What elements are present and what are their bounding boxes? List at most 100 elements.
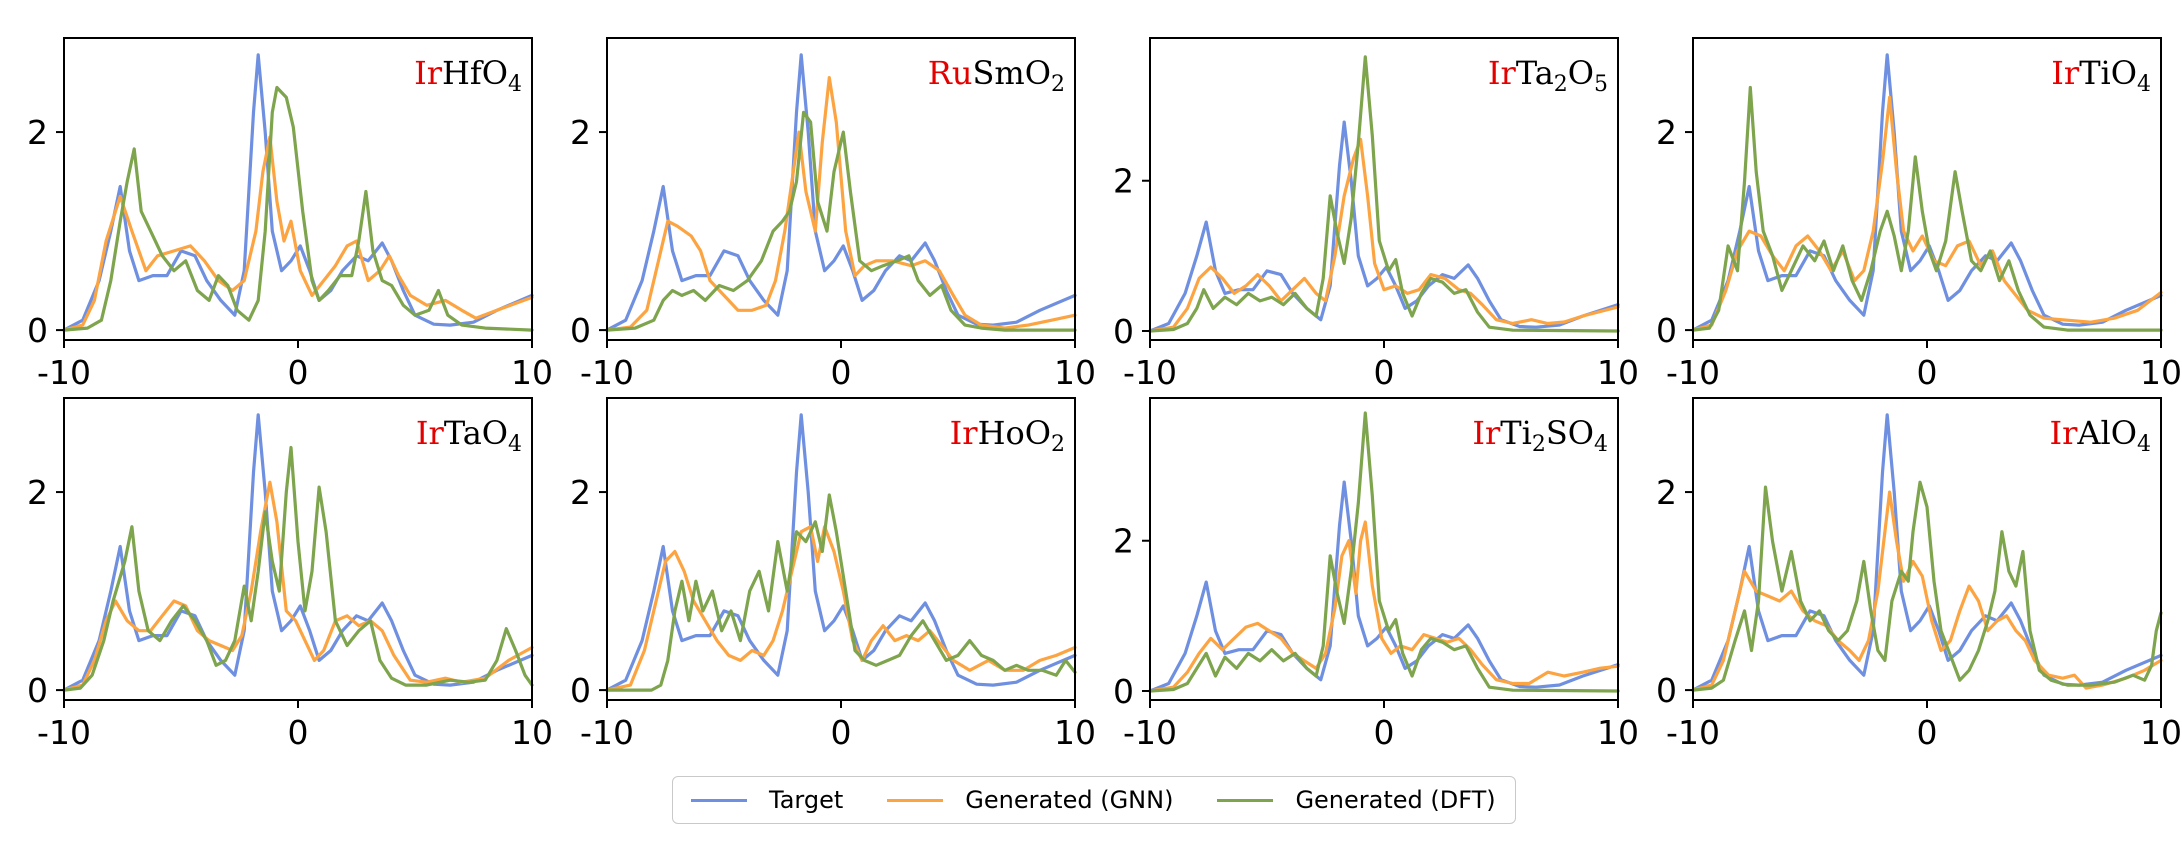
title-element-red: Ir — [2049, 414, 2078, 452]
y-tick-label: 2 — [570, 113, 591, 152]
series-line-dft — [62, 445, 534, 692]
series-line-target — [1148, 480, 1620, 693]
series-line-gnn — [1148, 520, 1620, 693]
legend-line-gnn — [887, 798, 944, 802]
series-line-target — [62, 53, 534, 332]
title-text: HoO — [978, 414, 1051, 452]
x-tick-label: 0 — [1917, 713, 1938, 752]
x-tick-label: 10 — [511, 713, 553, 752]
title-text: Ta — [1516, 54, 1554, 92]
title-text: TaO — [444, 414, 508, 452]
y-tick-label: 2 — [27, 113, 48, 152]
y-tick-label: 2 — [27, 473, 48, 512]
title-subscript: 4 — [508, 72, 522, 97]
title-subscript: 2 — [1051, 72, 1065, 97]
x-tick-label: 0 — [1917, 353, 1938, 392]
title-text: TiO — [2079, 54, 2137, 92]
legend-item-dft: Generated (DFT) — [1217, 786, 1496, 814]
series-line-dft — [605, 493, 1077, 692]
y-tick-label: 0 — [570, 311, 591, 350]
title-element-red: Ir — [416, 414, 445, 452]
series-line-dft — [1691, 480, 2163, 692]
series-line-gnn — [1148, 137, 1620, 333]
series-line-dft — [1148, 55, 1620, 333]
title-element-red: Ir — [1472, 414, 1501, 452]
y-tick-label: 0 — [1113, 672, 1134, 711]
title-subscript: 4 — [2137, 72, 2151, 97]
y-tick-label: 2 — [1113, 162, 1134, 201]
series-line-gnn — [605, 76, 1077, 332]
panel-title: IrTiO4 — [2051, 54, 2151, 97]
title-text: HfO — [442, 54, 508, 92]
title-subscript: 2 — [1532, 432, 1546, 457]
series-line-dft — [605, 110, 1077, 332]
y-tick-label: 0 — [1656, 671, 1677, 710]
legend-label-target: Target — [769, 786, 844, 814]
y-tick-label: 0 — [27, 671, 48, 710]
title-element-red: Ir — [1488, 54, 1517, 92]
series-line-gnn — [62, 135, 534, 332]
y-tick-label: 2 — [1656, 113, 1677, 152]
x-tick-label: -10 — [580, 713, 634, 752]
x-tick-label: 0 — [288, 353, 309, 392]
series-line-dft — [1148, 411, 1620, 693]
title-subscript: 4 — [1594, 432, 1608, 457]
series-line-gnn — [1691, 95, 2163, 332]
x-tick-label: -10 — [37, 353, 91, 392]
y-tick-label: 0 — [570, 671, 591, 710]
y-tick-label: 2 — [1113, 522, 1134, 561]
panel-title: IrTi2SO4 — [1472, 414, 1608, 457]
series-line-gnn — [62, 480, 534, 692]
title-text: Ti — [1500, 414, 1532, 452]
series-line-target — [1691, 53, 2163, 332]
title-text: SO — [1546, 414, 1594, 452]
x-tick-label: 10 — [1054, 353, 1096, 392]
x-tick-label: -10 — [1123, 353, 1177, 392]
series-line-target — [62, 413, 534, 692]
panel-title: IrTaO4 — [416, 414, 522, 457]
legend-item-target: Target — [691, 786, 843, 814]
title-text: AlO — [2076, 414, 2137, 452]
x-tick-label: 10 — [1597, 713, 1639, 752]
legend-label-gnn: Generated (GNN) — [965, 786, 1174, 814]
title-element-red: Ru — [928, 54, 973, 92]
panel-title: IrHfO4 — [414, 54, 522, 97]
panel-title: IrHoO2 — [950, 414, 1065, 457]
series-line-dft — [62, 85, 534, 332]
x-tick-label: 0 — [831, 713, 852, 752]
series-line-gnn — [1691, 490, 2163, 692]
panel-title: IrTa2O5 — [1488, 54, 1608, 97]
legend-line-dft — [1217, 798, 1274, 802]
legend-item-gnn: Generated (GNN) — [887, 786, 1173, 814]
title-subscript: 5 — [1594, 72, 1608, 97]
x-tick-label: 10 — [511, 353, 553, 392]
y-tick-label: 2 — [570, 473, 591, 512]
title-subscript: 4 — [2137, 432, 2151, 457]
legend-line-target — [691, 798, 747, 802]
y-tick-label: 2 — [1656, 473, 1677, 512]
y-tick-label: 0 — [1113, 312, 1134, 351]
y-tick-label: 0 — [1656, 311, 1677, 350]
title-subscript: 2 — [1554, 72, 1568, 97]
x-tick-label: 10 — [1054, 713, 1096, 752]
x-tick-label: -10 — [1666, 353, 1720, 392]
x-tick-label: -10 — [580, 353, 634, 392]
x-tick-label: -10 — [1123, 713, 1177, 752]
title-element-red: Ir — [2051, 54, 2080, 92]
x-tick-label: 0 — [288, 713, 309, 752]
title-text: O — [1568, 54, 1594, 92]
title-subscript: 2 — [1051, 432, 1065, 457]
legend-label-dft: Generated (DFT) — [1295, 786, 1496, 814]
y-tick-label: 0 — [27, 311, 48, 350]
title-text: SmO — [973, 54, 1052, 92]
x-tick-label: -10 — [37, 713, 91, 752]
panel-title: IrAlO4 — [2049, 414, 2151, 457]
x-tick-label: 10 — [2140, 353, 2182, 392]
series-line-target — [1148, 120, 1620, 333]
